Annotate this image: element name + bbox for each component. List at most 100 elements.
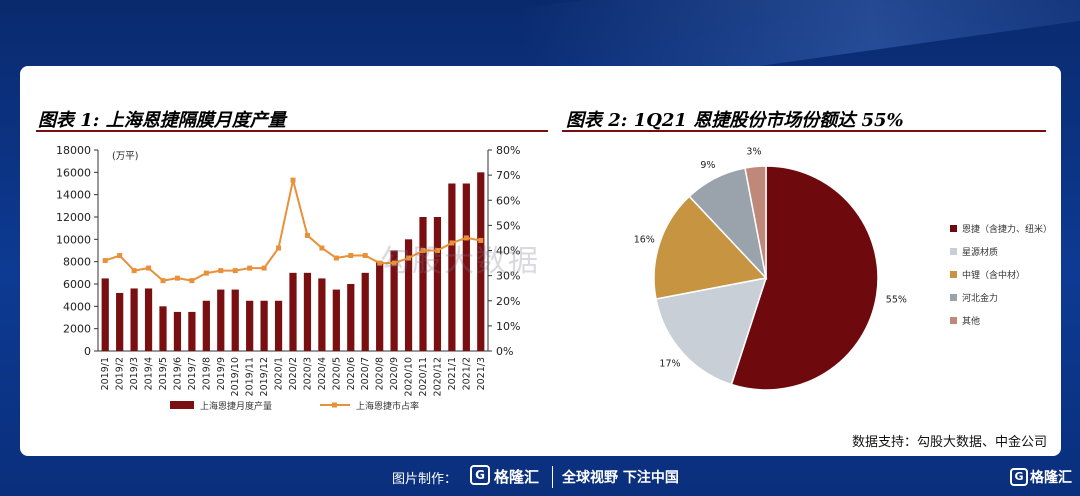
share-point — [304, 232, 310, 238]
pie-slice — [744, 165, 767, 279]
pie-data-label: 3% — [746, 147, 761, 158]
footer: 图片制作： G 格隆汇 全球视野 下注中国 G 格隆汇 — [0, 456, 1080, 496]
left-title-rule — [36, 130, 548, 132]
pie-data-label: 9% — [700, 160, 715, 171]
share-point — [203, 270, 209, 276]
x-tick-label: 2019/1 — [100, 357, 111, 390]
brand-logo-icon: G — [470, 465, 490, 485]
x-tick-label: 2020/10 — [404, 357, 415, 396]
pie-legend-label: 中锂（含中材） — [962, 269, 1025, 281]
bar — [173, 311, 182, 351]
pie-legend-label: 其他 — [962, 315, 980, 327]
x-tick-label: 2019/6 — [172, 357, 183, 390]
share-point — [420, 248, 426, 253]
pie-legend-swatch — [950, 225, 957, 232]
y-left-tick-label: 14000 — [56, 189, 91, 202]
share-point — [131, 268, 137, 274]
pie-slice — [655, 277, 768, 386]
y-left-tick-label: 10000 — [56, 233, 91, 246]
brand-logo-icon-right: G — [1010, 468, 1028, 486]
bar — [332, 289, 340, 351]
brand-name-right: 格隆汇 — [1030, 470, 1072, 486]
x-tick-label: 2019/4 — [144, 357, 155, 390]
x-tick-label: 2021/1 — [447, 357, 458, 390]
pie-legend-swatch — [950, 248, 957, 255]
bar — [289, 272, 297, 351]
share-point — [102, 258, 108, 264]
y-right-tick-label: 50% — [496, 219, 520, 232]
share-point — [348, 253, 354, 259]
made-by-label: 图片制作： — [392, 472, 458, 487]
x-tick-label: 2021/3 — [476, 357, 487, 390]
y-right-tick-label: 70% — [496, 169, 520, 182]
bar — [303, 272, 312, 351]
left-chart-title: 图表 1: 上海恩捷隔膜月度产量 — [38, 110, 286, 131]
y-left-tick-label: 4000 — [63, 300, 91, 313]
bar — [101, 278, 109, 351]
x-tick-label: 2020/6 — [346, 357, 357, 390]
share-point — [117, 253, 123, 259]
y-left-tick-label: 8000 — [63, 256, 91, 269]
brand-name: 格隆汇 — [494, 468, 540, 486]
slogan: 全球视野 下注中国 — [562, 470, 679, 486]
x-tick-label: 2020/1 — [274, 357, 285, 390]
x-tick-label: 2019/7 — [187, 357, 198, 390]
bar — [188, 311, 196, 351]
y-left-tick-label: 16000 — [56, 166, 91, 179]
x-tick-label: 2020/11 — [418, 357, 429, 396]
y-right-tick-label: 20% — [496, 295, 520, 308]
bar — [390, 250, 398, 351]
pie-legend-label: 河北金力 — [962, 292, 998, 304]
pie-data-label: 16% — [634, 234, 655, 245]
bar — [477, 172, 485, 351]
x-tick-label: 2019/8 — [201, 357, 212, 390]
right-title-rule — [562, 130, 1046, 132]
pie-legend-swatch — [950, 294, 957, 301]
bar — [376, 261, 384, 351]
report-card: 图表 1: 上海恩捷隔膜月度产量 图表 2: 1Q21 恩捷股份市场份额达 55… — [20, 66, 1061, 456]
y-left-tick-label: 18000 — [56, 144, 91, 157]
x-tick-label: 2020/12 — [432, 357, 443, 396]
x-tick-label: 2021/2 — [461, 357, 472, 390]
y-left-tick-label: 0 — [84, 345, 91, 358]
y-right-tick-label: 60% — [496, 194, 520, 207]
bar — [130, 288, 138, 351]
x-tick-label: 2020/4 — [317, 357, 328, 390]
share-point — [319, 245, 325, 251]
bar — [260, 300, 268, 351]
x-tick-label: 2020/5 — [331, 357, 342, 390]
pie-data-label: 17% — [659, 359, 680, 370]
legend-bar-label: 上海恩捷月度产量 — [200, 400, 272, 412]
pie-legend-label: 星源材质 — [962, 246, 998, 258]
footer-divider — [552, 466, 553, 488]
pie-slice — [730, 165, 879, 391]
bar — [361, 272, 369, 351]
share-point — [218, 268, 224, 274]
x-tick-label: 2019/5 — [158, 357, 169, 390]
share-point — [362, 253, 368, 259]
share-point — [377, 260, 383, 266]
source-note: 数据支持：勾股大数据、中金公司 — [851, 435, 1047, 450]
share-point — [247, 265, 253, 271]
bar — [433, 217, 442, 351]
x-tick-label: 2019/10 — [230, 357, 241, 396]
share-point — [391, 260, 397, 266]
share-point — [449, 240, 455, 246]
y-right-tick-label: 80% — [496, 144, 520, 157]
x-tick-label: 2019/12 — [259, 357, 270, 396]
share-point — [160, 278, 166, 284]
y-left-tick-label: 2000 — [63, 323, 91, 336]
x-tick-label: 2020/8 — [375, 357, 386, 390]
x-tick-label: 2020/3 — [302, 357, 313, 390]
y-unit-label: (万平) — [112, 151, 138, 162]
bar — [419, 217, 427, 351]
legend-line-label: 上海恩捷市占率 — [356, 400, 419, 412]
x-tick-label: 2019/11 — [245, 357, 256, 396]
bar — [404, 239, 413, 351]
bar — [274, 300, 283, 351]
bar-line-chart: 0 2000 4000 6000 8000 10000 12000 14000 16000 180… — [56, 144, 520, 412]
bar — [159, 306, 167, 351]
y-right-tick-label: 10% — [496, 320, 520, 333]
bar — [116, 292, 124, 351]
